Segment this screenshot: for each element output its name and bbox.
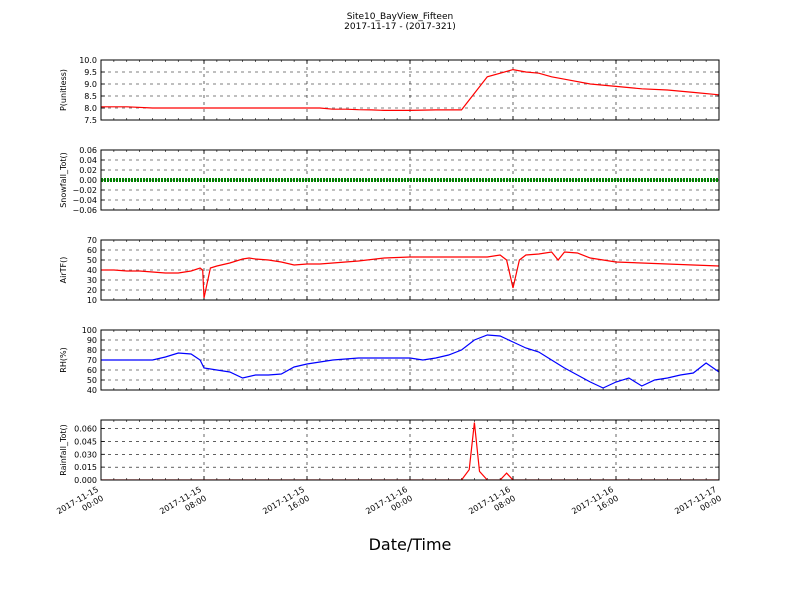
x-tick-label: 2017-11-1616:00: [570, 485, 620, 525]
y-tick-label: 0.015: [74, 463, 97, 472]
series-line: [101, 251, 719, 299]
y-tick-label: 9.5: [84, 68, 97, 77]
plot-frame: [100, 419, 720, 481]
x-tick-label: 2017-11-1516:00: [261, 485, 311, 525]
y-tick-label: 0.06: [79, 146, 97, 155]
x-tick-label: 2017-11-1600:00: [364, 485, 414, 525]
subplot-2: −0.06−0.04−0.020.000.020.040.06 Snowfall_…: [59, 146, 720, 215]
y-tick-label: 50: [87, 376, 97, 385]
x-axis-label: Date/Time: [369, 535, 452, 554]
plot-frame: [100, 239, 720, 301]
y-tick-label: 60: [87, 366, 97, 375]
y-tick-label: 30: [87, 276, 97, 285]
y-tick-label: 0.04: [79, 156, 97, 165]
y-tick-label: 70: [87, 236, 97, 245]
y-tick-label: 40: [87, 386, 97, 395]
y-tick-label: 0.00: [79, 176, 97, 185]
y-tick-label: 60: [87, 246, 97, 255]
x-tick-label: 2017-11-1508:00: [158, 485, 208, 525]
plot-frame: [100, 59, 720, 121]
y-tick-label: 10.0: [79, 56, 97, 65]
plot-frame: [100, 329, 720, 391]
y-tick-label: 0.045: [74, 437, 97, 446]
plot-frame: [100, 149, 720, 211]
y-tick-label: 10: [87, 296, 97, 305]
y-tick-label: 0.060: [74, 425, 97, 434]
y-tick-label: 8.5: [84, 92, 97, 101]
y-tick-label: 50: [87, 256, 97, 265]
y-tick-label: −0.02: [72, 186, 97, 195]
y-tick-label: 100: [82, 326, 97, 335]
y-axis-label: AirTF(): [59, 257, 68, 284]
x-axis-ticks: 2017-11-1500:00 2017-11-1508:00 2017-11-15…: [55, 485, 723, 525]
subplot-1: 7.5 8.0 8.5 9.0 9.5 10.0 P(unitless): [59, 56, 720, 125]
series-line: [101, 68, 719, 112]
y-tick-label: 80: [87, 346, 97, 355]
y-tick-label: −0.04: [72, 196, 97, 205]
y-tick-label: 0.000: [74, 476, 97, 485]
y-tick-label: 8.0: [84, 104, 97, 113]
series-line: [101, 422, 719, 480]
x-tick-label: 2017-11-1500:00: [55, 485, 105, 525]
x-tick-label: 2017-11-1608:00: [467, 485, 517, 525]
y-tick-label: 7.5: [84, 116, 97, 125]
y-axis-label: P(unitless): [59, 69, 68, 111]
y-tick-label: 40: [87, 266, 97, 275]
y-tick-label: 70: [87, 356, 97, 365]
subplots: 7.5 8.0 8.5 9.0 9.5 10.0 P(unitless) −0.06−0.04…: [59, 56, 720, 485]
chart-subtitle: 2017-11-17 - (2017-321): [344, 22, 456, 32]
y-tick-label: 9.0: [84, 80, 97, 89]
subplot-5: 0.000 0.015 0.030 0.045 0.060 Rainfall_Tot(): [59, 419, 720, 485]
series-line: [101, 334, 719, 389]
y-axis-label: Rainfall_Tot(): [59, 424, 68, 476]
x-tick-label: 2017-11-1700:00: [673, 485, 723, 525]
y-tick-label: 0.02: [79, 166, 97, 175]
chart-title: Site10_BayView_Fifteen: [347, 12, 453, 22]
y-tick-label: −0.06: [72, 206, 97, 215]
y-axis-label: Snowfall_Tot(): [59, 152, 68, 208]
y-tick-label: 0.030: [74, 450, 97, 459]
y-tick-label: 90: [87, 336, 97, 345]
y-axis-label: RH(%): [59, 347, 68, 372]
y-tick-label: 20: [87, 286, 97, 295]
